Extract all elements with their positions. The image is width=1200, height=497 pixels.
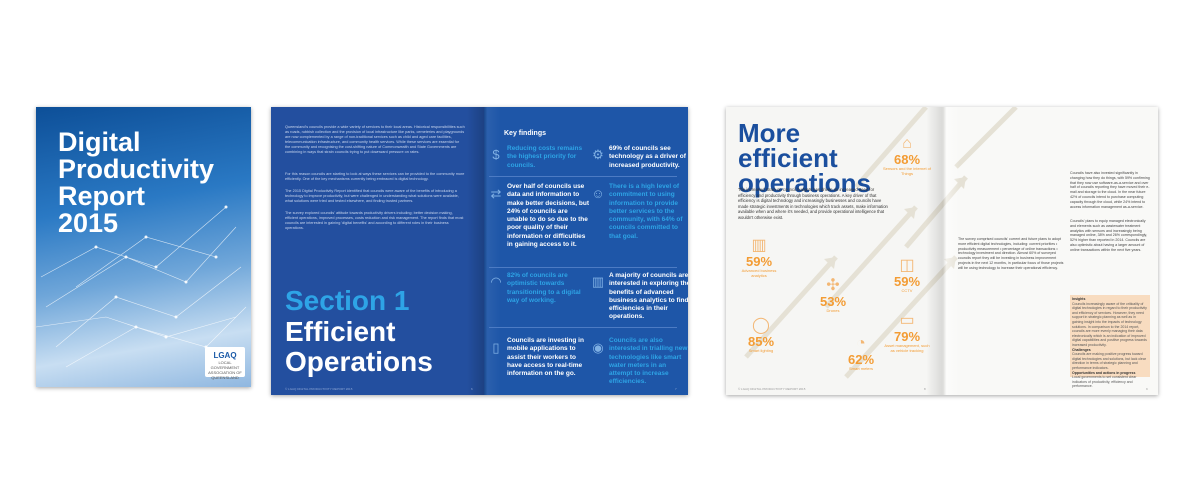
page-number: 8: [924, 387, 926, 391]
drone-icon: ✣: [826, 277, 840, 294]
survey-text: The survey comprised councils' current a…: [958, 237, 1064, 270]
chart-icon: ▥: [591, 274, 605, 289]
intro-paragraph: For this reason councils are starting to…: [285, 172, 465, 181]
arrows-icon: ⇄: [490, 186, 502, 201]
people-icon: ☺: [591, 186, 605, 201]
finding-item: There is a high level of commitment to u…: [609, 183, 683, 240]
tablet-icon: ▯: [492, 340, 500, 355]
logo-subtext: LOCAL GOVERNMENT ASSOCIATION OF QUEENSLA…: [208, 360, 242, 380]
meter-icon: ◉: [592, 340, 604, 355]
stat-value: 59%: [745, 254, 773, 269]
stat-label: Drones: [826, 308, 840, 313]
stat-cctv: ◫ 59% CCTV: [882, 257, 932, 293]
finding-item: Councils are also interested in triallin…: [609, 337, 688, 386]
operations-title-line: operations: [738, 168, 871, 198]
finding-item: Councils are investing in mobile applica…: [507, 337, 584, 378]
intro-paragraph: The 2015 Digital Productivity Report ide…: [285, 189, 459, 203]
cover-title-line: Digital: [58, 127, 141, 157]
finding-item: 69% of councils see technology as a driv…: [609, 145, 686, 169]
divider: [489, 176, 677, 177]
section-title: Efficient Operations: [285, 317, 433, 377]
meter-icon: ◔: [856, 335, 866, 352]
stat-value: 53%: [819, 294, 847, 309]
finding-item: Reducing costs remains the highest prior…: [507, 145, 583, 169]
stat-value: 68%: [893, 152, 921, 167]
divider: [489, 267, 677, 268]
finding-item: A majority of councils are interested in…: [609, 272, 688, 321]
challenges-title: Challenges: [1072, 347, 1091, 352]
insights-text: Councils increasingly aware of the criti…: [1072, 301, 1147, 347]
page-footer: © LGAQ DIGITAL PRODUCTIVITY REPORT 2015: [285, 387, 353, 391]
dollar-icon: $: [492, 147, 500, 162]
page-fold: [926, 107, 960, 395]
operations-title-line: More: [738, 118, 801, 148]
bar-chart-icon: ▥: [751, 237, 767, 254]
logo-text: LGAQ: [213, 351, 237, 360]
intro-paragraph: The survey explored councils' attitude t…: [285, 211, 464, 230]
operations-title: More efficient operations: [738, 118, 871, 198]
vehicle-icon: ▭: [899, 312, 915, 329]
insights-box: Insights Councils increasingly aware of …: [1070, 295, 1150, 388]
key-findings-page: [484, 107, 688, 395]
house-icon: ⌂: [902, 135, 912, 152]
bulb-icon: ◯: [752, 317, 770, 334]
section-title-line: Efficient: [285, 316, 396, 347]
operations-title-line: efficient: [738, 143, 838, 173]
stat-value: 85%: [747, 334, 775, 349]
page-number: 6: [471, 387, 473, 391]
gear-icon: ⚙: [592, 147, 604, 162]
stat-value: 59%: [893, 274, 921, 289]
cover-title: Digital Productivity Report 2015: [58, 129, 214, 237]
section-intro-page: [271, 107, 484, 395]
page-number: 7: [675, 387, 677, 391]
cover-title-line: Report: [58, 181, 145, 211]
cover-title-line: Productivity: [58, 154, 215, 184]
network-lines-graphic: [36, 205, 247, 368]
finding-item: Over half of councils use data and infor…: [507, 183, 589, 249]
stat-label: CCTV: [901, 288, 913, 293]
stat-value: 62%: [847, 352, 875, 367]
stat-analytics: ▥ 59% Advanced business analytics: [734, 237, 784, 278]
body-text: Councils' plans to equip managed electro…: [1070, 219, 1148, 252]
lgaq-logo: LGAQ LOCAL GOVERNMENT ASSOCIATION OF QUE…: [205, 347, 245, 380]
stat-drones: ✣ 53% Drones: [808, 277, 858, 313]
report-cover[interactable]: Digital Productivity Report 2015 LGAQ LO…: [36, 107, 251, 387]
operations-left-page: [726, 107, 942, 395]
operations-spread[interactable]: More efficient operations The increased …: [726, 107, 1158, 395]
stat-label: Smart lighting: [748, 348, 774, 353]
finding-item: 82% of councils are optimistic towards t…: [507, 272, 581, 304]
stat-value: 79%: [893, 329, 921, 344]
camera-icon: ◫: [899, 257, 915, 274]
stat-label: Advanced business analytics: [741, 268, 777, 278]
stat-label: Smart meters: [848, 366, 873, 371]
divider: [489, 327, 677, 328]
opportunities-text: Local governments to set consistent clea…: [1072, 375, 1137, 389]
section-title-line: Operations: [285, 346, 433, 377]
stat-lighting: ◯ 85% Smart lighting: [736, 317, 786, 353]
opportunities-title: Opportunities and actions in progress: [1072, 370, 1136, 375]
stat-sensors: ⌂ 68% Sensors and the internet of Things: [882, 135, 932, 176]
intro-paragraph: Queensland's councils provide a wide var…: [285, 125, 465, 154]
page-footer: © LGAQ DIGITAL PRODUCTIVITY REPORT 2015: [738, 387, 806, 391]
wifi-icon: ◠: [490, 274, 502, 289]
section-number: Section 1: [285, 285, 410, 316]
stat-label: Sensors and the internet of Things: [882, 166, 932, 176]
insights-title: Insights: [1072, 297, 1086, 301]
cover-title-line: 2015: [58, 208, 119, 238]
stat-asset-management: ▭ 79% Asset management, such as vehicle …: [882, 312, 932, 353]
body-text: Councils have also invested significantl…: [1070, 171, 1150, 209]
challenges-text: Councils are making positive progress to…: [1072, 352, 1146, 370]
page-number: 9: [1146, 387, 1148, 391]
page-fold: [467, 107, 501, 395]
stat-label: Asset management, such as vehicle tracki…: [884, 343, 930, 353]
section-spread[interactable]: Queensland's councils provide a wide var…: [271, 107, 688, 395]
operations-intro: The increased strain on council budgets …: [738, 187, 888, 220]
stat-meters: ◔ 62% Smart meters: [836, 335, 886, 371]
key-findings-title: Key findings: [504, 130, 547, 137]
